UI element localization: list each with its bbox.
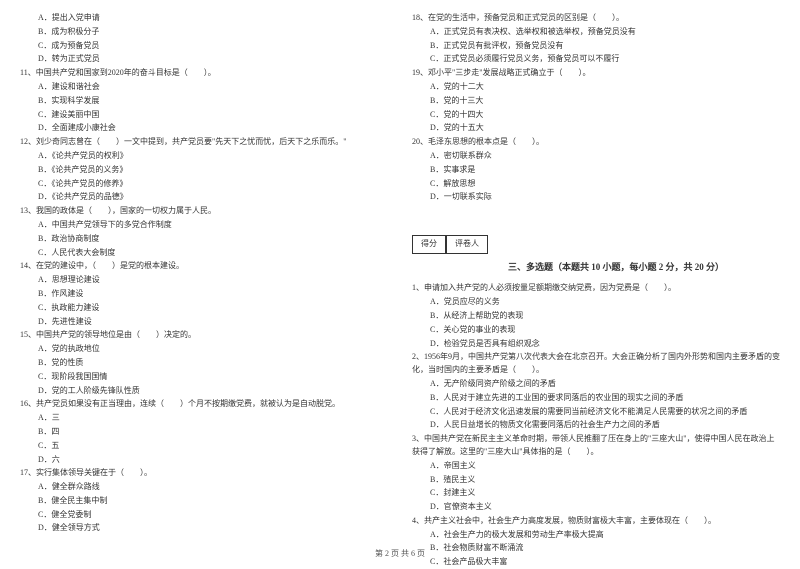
option: B．人民对于建立先进的工业国的要求同落后的农业国的现实之间的矛盾: [412, 392, 780, 405]
option: A．社会生产力的极大发展和劳动生产率极大提高: [412, 529, 780, 542]
question-13: 13、我国的政体是（ ），国家的一切权力属于人民。: [20, 205, 388, 218]
option: B．实现科学发展: [20, 95, 388, 108]
option: B．殖民主义: [412, 474, 780, 487]
option: B．《论共产党员的义务》: [20, 164, 388, 177]
option: B．正式党员有批评权，预备党员没有: [412, 40, 780, 53]
score-label: 得分: [412, 235, 446, 254]
option: A．《论共产党员的权利》: [20, 150, 388, 163]
option: A．思想理论建设: [20, 274, 388, 287]
option: C．解放思想: [412, 178, 780, 191]
option: D．官僚资本主义: [412, 501, 780, 514]
option: D．党的工人阶级先锋队性质: [20, 385, 388, 398]
question-12: 12、刘少奇同志曾在（ ）一文中提到，共产党员要"先天下之忧而忧，后天下之乐而乐…: [20, 136, 388, 149]
option: C．健全党委制: [20, 509, 388, 522]
mquestion-1: 1、申请加入共产党的人必须按量足额期缴交纳党费，因为党费是（ ）。: [412, 282, 780, 295]
question-14: 14、在党的建设中，（ ）是党的根本建设。: [20, 260, 388, 273]
option: C．《论共产党员的修养》: [20, 178, 388, 191]
option: A．无产阶级同资产阶级之间的矛盾: [412, 378, 780, 391]
option: A．正式党员有表决权、选举权和被选举权，预备党员没有: [412, 26, 780, 39]
option: D．先进性建设: [20, 316, 388, 329]
option: D．党的十五大: [412, 122, 780, 135]
option: D．一切联系实际: [412, 191, 780, 204]
option: D．六: [20, 454, 388, 467]
option: C．建设美丽中国: [20, 109, 388, 122]
option: A．提出入党申请: [20, 12, 388, 25]
option: C．封建主义: [412, 487, 780, 500]
option: C．人民代表大会制度: [20, 247, 388, 260]
option: B．党的性质: [20, 357, 388, 370]
option: D．《论共产党员的品德》: [20, 191, 388, 204]
option: C．执政能力建设: [20, 302, 388, 315]
option: B．健全民主集中制: [20, 495, 388, 508]
score-box: 得分 评卷人: [412, 235, 780, 254]
mquestion-4: 4、共产主义社会中，社会生产力高度发展，物质财富极大丰富，主要体现在（ ）。: [412, 515, 780, 528]
option: B．党的十三大: [412, 95, 780, 108]
option: D．健全领导方式: [20, 522, 388, 535]
page-footer: 第 2 页 共 6 页: [0, 548, 800, 559]
option: D．全面建成小康社会: [20, 122, 388, 135]
option: A．党的执政地位: [20, 343, 388, 356]
option: D．人民日益增长的物质文化需要同落后的社会生产力之间的矛盾: [412, 419, 780, 432]
right-column: 18、在党的生活中，预备党员和正式党员的区别是（ ）。 A．正式党员有表决权、选…: [412, 12, 780, 532]
option: C．关心党的事业的表现: [412, 324, 780, 337]
question-17: 17、实行集体领导关键在于（ ）。: [20, 467, 388, 480]
option: A．党的十二大: [412, 81, 780, 94]
option: A．建设和谐社会: [20, 81, 388, 94]
option: C．党的十四大: [412, 109, 780, 122]
question-11: 11、中国共产党和国家到2020年的奋斗目标是（ ）。: [20, 67, 388, 80]
option: A．中国共产党领导下的多党合作制度: [20, 219, 388, 232]
question-18: 18、在党的生活中，预备党员和正式党员的区别是（ ）。: [412, 12, 780, 25]
option: B．作风建设: [20, 288, 388, 301]
mquestion-2: 2、1956年9月，中国共产党第八次代表大会在北京召开。大会正确分析了国内外形势…: [412, 351, 780, 377]
option: A．三: [20, 412, 388, 425]
option: B．成为积极分子: [20, 26, 388, 39]
question-15: 15、中国共产党的领导地位是由（ ）决定的。: [20, 329, 388, 342]
question-16: 16、共产党员如果没有正当理由，连续（ ）个月不按期缴党费，就被认为是自动脱党。: [20, 398, 388, 411]
grader-label: 评卷人: [446, 235, 488, 254]
option: C．现阶段我国国情: [20, 371, 388, 384]
option: C．五: [20, 440, 388, 453]
option: A．密切联系群众: [412, 150, 780, 163]
question-19: 19、邓小平"三步走"发展战略正式确立于（ ）。: [412, 67, 780, 80]
option: D．检验党员是否具有组织观念: [412, 338, 780, 351]
mquestion-3: 3、中国共产党在新民主主义革命时期，带领人民推翻了压在身上的"三座大山"，使得中…: [412, 433, 780, 459]
option: B．从经济上帮助党的表现: [412, 310, 780, 323]
section-3-title: 三、多选题（本题共 10 小题，每小题 2 分，共 20 分）: [452, 260, 780, 274]
option: A．帝国主义: [412, 460, 780, 473]
option: C．人民对于经济文化迅速发展的需要同当前经济文化不能满足人民需要的状况之间的矛盾: [412, 406, 780, 419]
option: B．政治协商制度: [20, 233, 388, 246]
option: A．党员应尽的义务: [412, 296, 780, 309]
left-column: A．提出入党申请 B．成为积极分子 C．成为预备党员 D．转为正式党员 11、中…: [20, 12, 388, 532]
option: A．健全群众路线: [20, 481, 388, 494]
option: C．成为预备党员: [20, 40, 388, 53]
question-20: 20、毛泽东思想的根本点是（ ）。: [412, 136, 780, 149]
option: B．实事求是: [412, 164, 780, 177]
option: C．正式党员必须履行党员义务，预备党员可以不履行: [412, 53, 780, 66]
option: D．转为正式党员: [20, 53, 388, 66]
option: B．四: [20, 426, 388, 439]
